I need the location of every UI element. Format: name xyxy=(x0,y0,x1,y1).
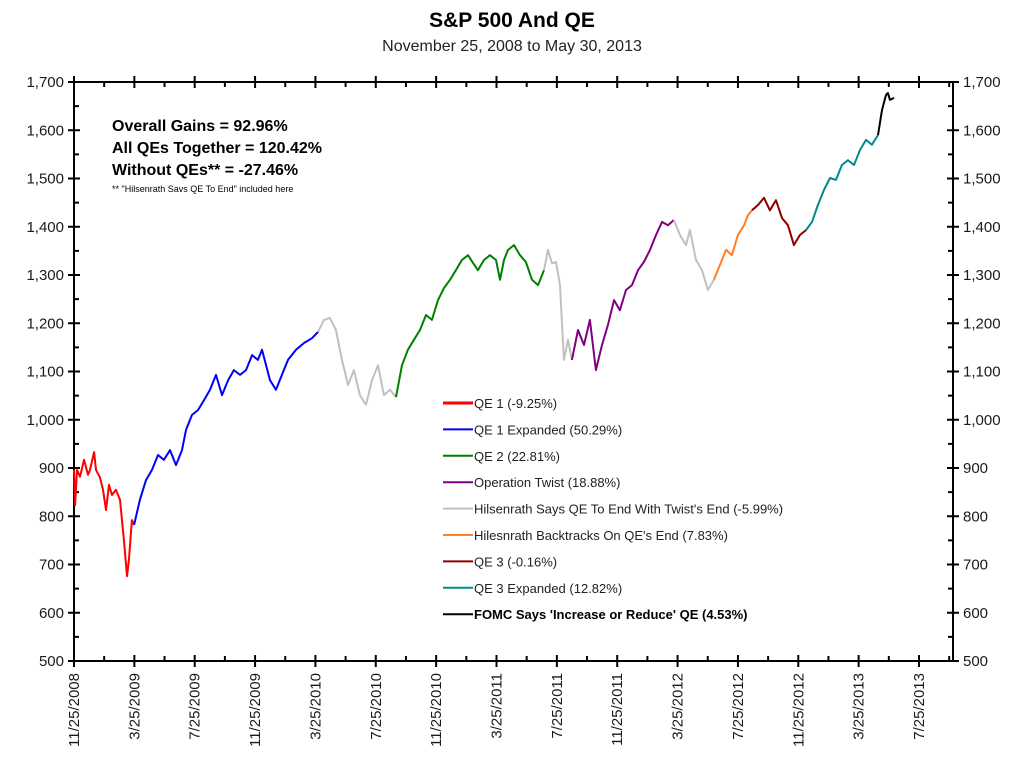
y-tick-label-right: 800 xyxy=(963,508,988,525)
x-tick-label: 11/25/2008 xyxy=(66,673,83,747)
x-tick-label: 11/25/2011 xyxy=(609,673,626,746)
y-tick-label-right: 600 xyxy=(963,605,988,622)
y-tick-label-right: 500 xyxy=(963,653,988,670)
axes-group: 500 500 600 600 700 700 800 800 900 900 1,000 1,000… xyxy=(26,74,1000,747)
chart-title: S&P 500 And QE xyxy=(429,9,595,32)
x-tick-label: 7/25/2009 xyxy=(187,673,204,740)
y-tick-label-left: 600 xyxy=(39,605,64,622)
y-tick-label-left: 500 xyxy=(39,653,64,670)
y-tick-label-left: 1,600 xyxy=(26,122,64,139)
legend-label: QE 2 (22.81%) xyxy=(474,449,560,464)
y-tick-label-left: 800 xyxy=(39,508,64,525)
y-tick-label-right: 1,000 xyxy=(963,412,1001,429)
without-qes-annotation: Without QEs** = -27.46% xyxy=(112,162,298,179)
legend-label: Hilsenrath Says QE To End With Twist's E… xyxy=(474,502,783,517)
series-line-qe-3-expanded-12-82 xyxy=(805,134,879,231)
x-tick-label: 3/25/2010 xyxy=(307,673,324,740)
overall-gains-annotation: Overall Gains = 92.96% xyxy=(112,118,288,135)
x-tick-label: 11/25/2012 xyxy=(790,673,807,747)
y-tick-label-left: 1,300 xyxy=(26,267,64,284)
legend-label: QE 3 Expanded (12.82%) xyxy=(474,581,622,596)
series-line-qe-3-0-16 xyxy=(751,196,807,247)
y-tick-label-left: 900 xyxy=(39,460,64,477)
y-tick-label-left: 1,700 xyxy=(26,74,64,91)
y-tick-label-right: 1,600 xyxy=(963,122,1001,139)
x-tick-label: 7/25/2013 xyxy=(911,673,928,740)
x-tick-label: 7/25/2012 xyxy=(730,673,747,740)
y-tick-label-right: 700 xyxy=(963,557,988,574)
y-tick-label-right: 1,100 xyxy=(963,364,1001,381)
y-tick-label-left: 1,200 xyxy=(26,315,64,332)
series-line-hilsenrath-says-qe-to-end-with-twist-s-end-5-99 xyxy=(317,316,397,406)
y-tick-label-right: 1,300 xyxy=(963,267,1001,284)
y-tick-label-right: 1,200 xyxy=(963,315,1001,332)
y-tick-label-left: 700 xyxy=(39,557,64,574)
series-line-qe-1-9-25 xyxy=(73,451,136,578)
series-line-hilsenrath-says-qe-to-end-with-twist-s-end-5-99 xyxy=(543,248,573,361)
series-line-qe-2-22-81 xyxy=(395,244,545,398)
legend-label: Operation Twist (18.88%) xyxy=(474,475,620,490)
y-tick-label-left: 1,500 xyxy=(26,171,64,188)
series-group xyxy=(73,92,895,578)
footnote-annotation: ** "Hilsenrath Savs QE To End" included … xyxy=(112,184,293,194)
series-line-hilsenrath-says-qe-to-end-with-twist-s-end-5-99 xyxy=(672,219,715,291)
legend: QE 1 (-9.25%) QE 1 Expanded (50.29%) QE 2 … xyxy=(443,396,783,622)
series-line-qe-1-expanded-50-29 xyxy=(133,331,319,526)
all-qes-annotation: All QEs Together = 120.42% xyxy=(112,140,322,157)
y-tick-label-right: 1,400 xyxy=(963,219,1001,236)
y-tick-label-left: 1,000 xyxy=(26,412,64,429)
y-tick-label-right: 900 xyxy=(963,460,988,477)
series-line-fomc-says-increase-or-reduce-qe-4-53 xyxy=(877,92,895,136)
y-tick-label-right: 1,500 xyxy=(963,171,1001,188)
legend-label: QE 1 Expanded (50.29%) xyxy=(474,422,622,437)
y-tick-label-left: 1,400 xyxy=(26,219,64,236)
legend-label: QE 1 (-9.25%) xyxy=(474,396,557,411)
annotation-block: Overall Gains = 92.96% All QEs Together … xyxy=(112,118,322,194)
x-tick-label: 11/25/2009 xyxy=(247,673,264,747)
x-tick-label: 7/25/2011 xyxy=(549,673,566,739)
x-tick-label: 7/25/2010 xyxy=(368,673,385,740)
x-tick-label: 3/25/2009 xyxy=(126,673,143,740)
series-line-hilesnrath-backtracks-on-qe-s-end-7-83 xyxy=(712,209,753,281)
legend-label: Hilesnrath Backtracks On QE's End (7.83%… xyxy=(474,528,728,543)
series-line-operation-twist-18-88 xyxy=(570,219,675,372)
x-tick-label: 3/25/2013 xyxy=(851,673,868,740)
y-tick-label-right: 1,700 xyxy=(963,74,1001,91)
y-tick-label-left: 1,100 xyxy=(26,364,64,381)
x-tick-label: 3/25/2011 xyxy=(489,673,506,739)
legend-label: FOMC Says 'Increase or Reduce' QE (4.53%… xyxy=(474,607,748,622)
x-tick-label: 11/25/2010 xyxy=(428,673,445,747)
x-tick-label: 3/25/2012 xyxy=(670,673,687,740)
legend-label: QE 3 (-0.16%) xyxy=(474,554,557,569)
chart-subtitle: November 25, 2008 to May 30, 2013 xyxy=(382,38,642,55)
